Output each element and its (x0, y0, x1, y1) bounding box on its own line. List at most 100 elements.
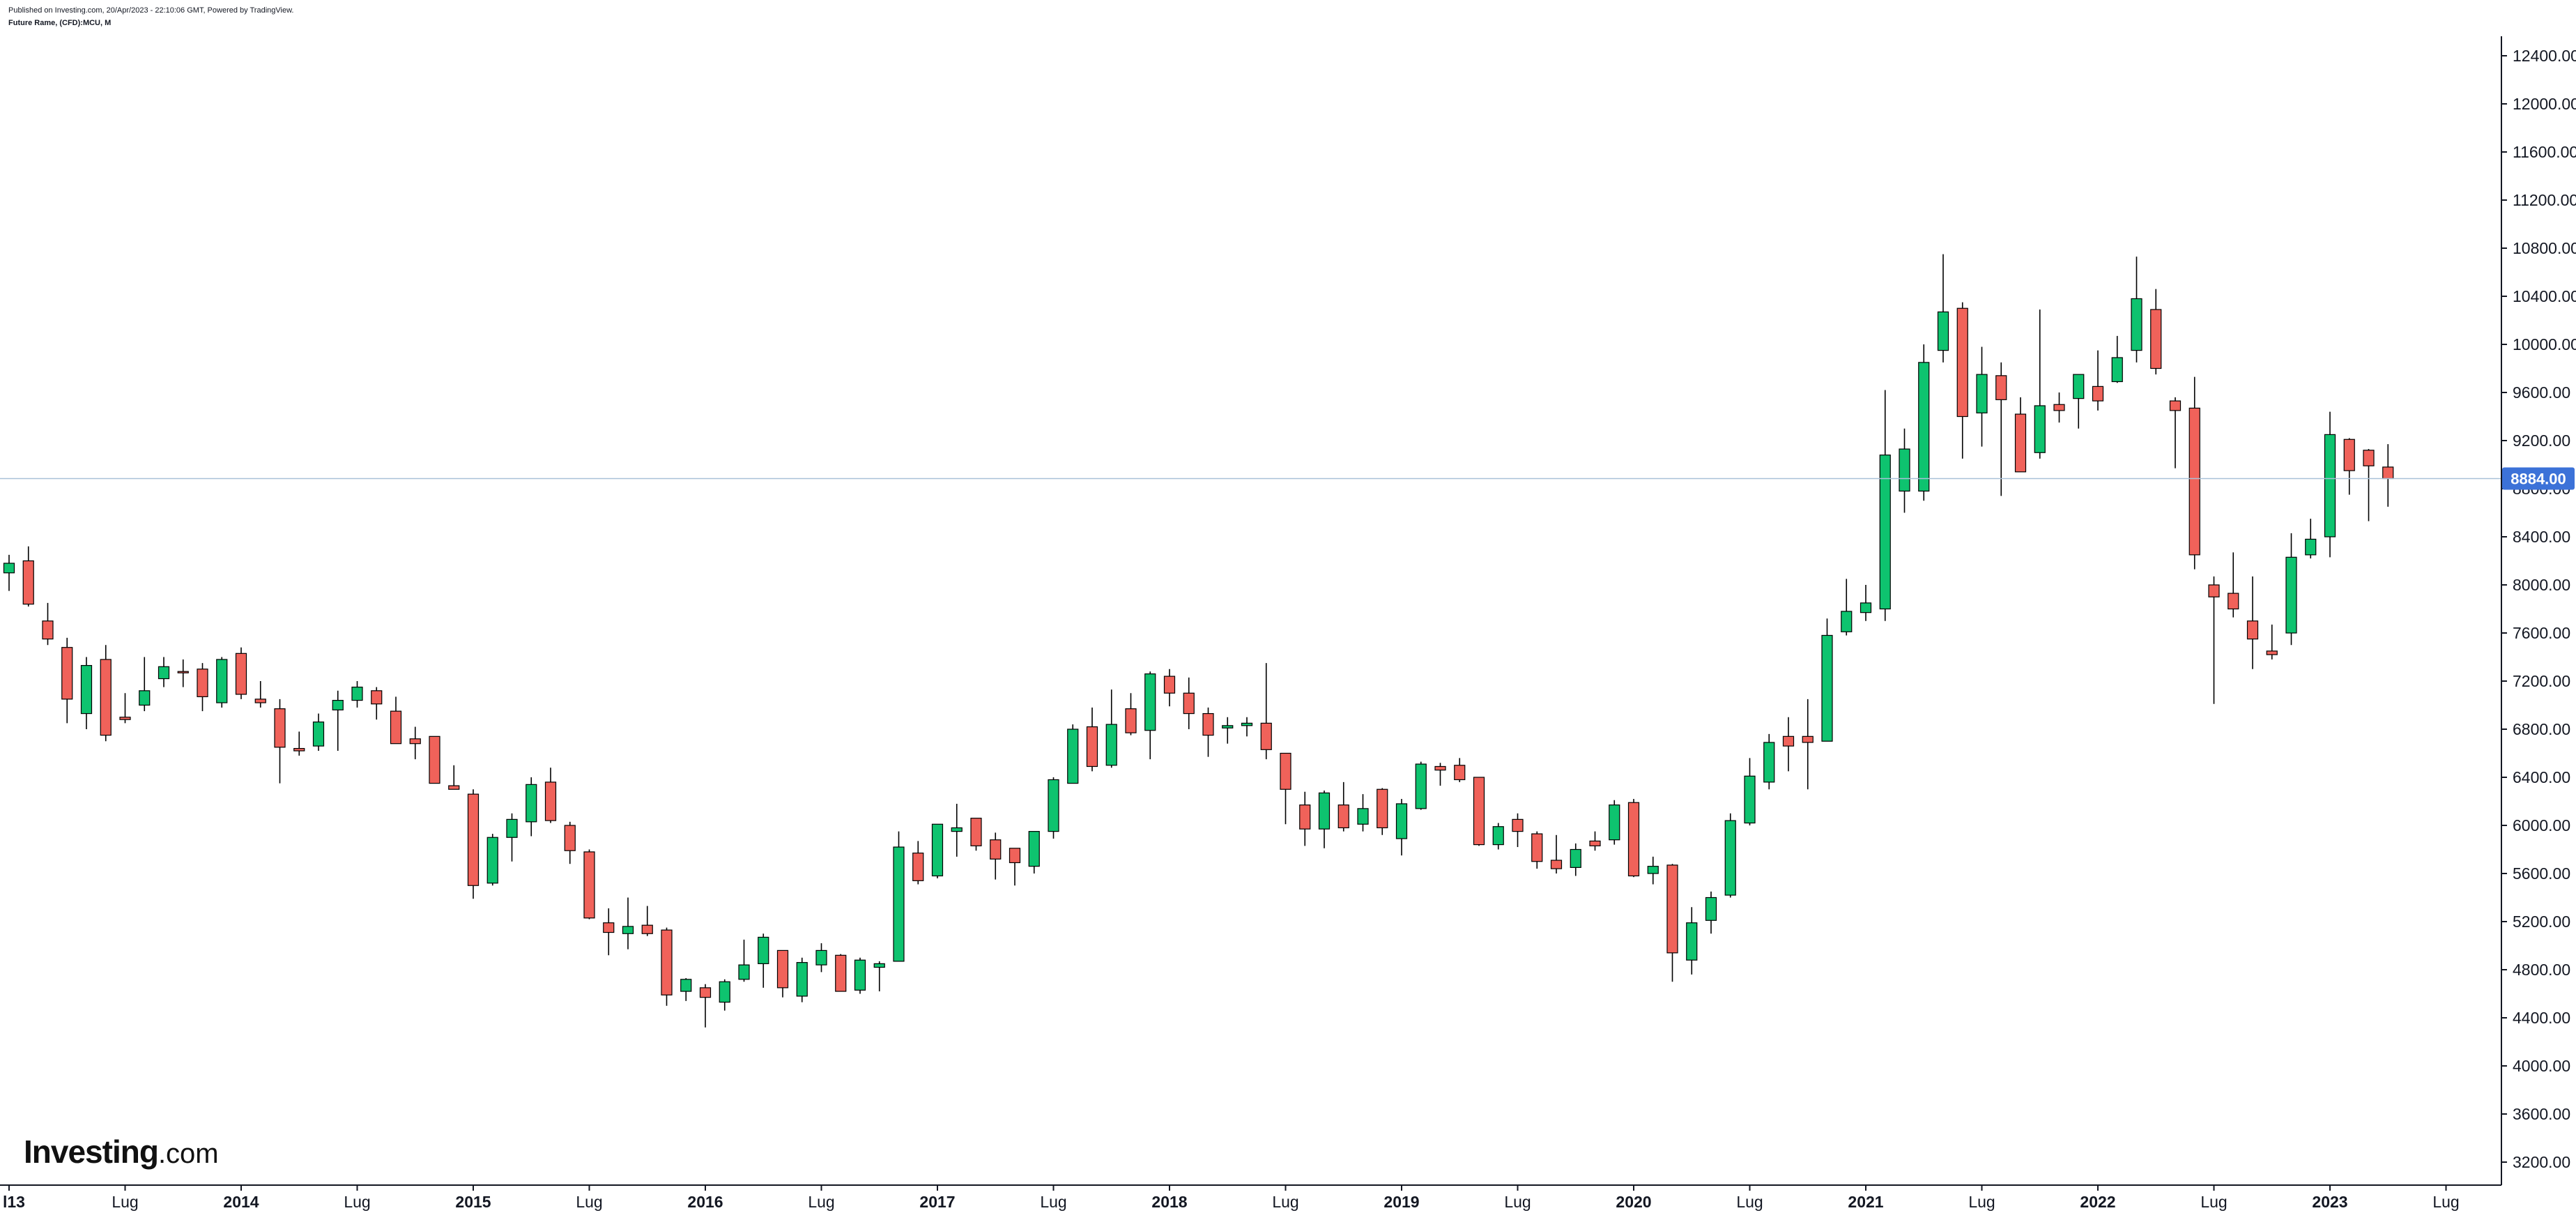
candle[interactable] (776, 949, 789, 998)
candle[interactable] (1202, 707, 1214, 757)
candle[interactable] (254, 681, 266, 708)
candle[interactable] (1860, 585, 1872, 621)
candle[interactable] (951, 803, 963, 857)
candle[interactable] (1531, 831, 1543, 869)
candle[interactable] (719, 979, 730, 1011)
candle[interactable] (1609, 800, 1620, 845)
candle[interactable] (1879, 390, 1891, 621)
candle[interactable] (990, 832, 1002, 880)
candle[interactable] (1589, 831, 1601, 851)
candle[interactable] (100, 645, 112, 742)
candle[interactable] (2053, 392, 2065, 423)
candle[interactable] (312, 713, 325, 752)
candle[interactable] (912, 841, 924, 885)
candle[interactable] (448, 765, 460, 790)
candle[interactable] (1163, 669, 1176, 707)
candle[interactable] (854, 957, 866, 994)
candle[interactable] (371, 687, 383, 720)
candle[interactable] (119, 693, 131, 724)
time-axis[interactable]: l13 Lug 2014 Lug 2015 Lug 2016 Lug 2017 Lug 2018 Lu… (3, 1185, 2460, 1211)
candle[interactable] (2343, 438, 2355, 495)
candle[interactable] (2014, 397, 2027, 473)
candle[interactable] (603, 908, 615, 956)
candle[interactable] (1802, 699, 1814, 790)
candle[interactable] (139, 657, 151, 712)
candle[interactable] (2363, 449, 2375, 521)
candle[interactable] (1937, 254, 1949, 363)
candle[interactable] (1763, 733, 1775, 790)
candle[interactable] (2092, 350, 2104, 411)
candle[interactable] (2169, 397, 2182, 468)
candle[interactable] (699, 984, 712, 1028)
candle[interactable] (1009, 848, 1021, 886)
candle[interactable] (1067, 724, 1079, 784)
candle[interactable] (216, 657, 228, 708)
candle[interactable] (1144, 671, 1156, 760)
candle[interactable] (1434, 763, 1446, 786)
candle[interactable] (409, 726, 421, 760)
candle[interactable] (197, 663, 208, 712)
candle[interactable] (815, 943, 827, 972)
candle[interactable] (235, 647, 247, 699)
candle[interactable] (1222, 717, 1234, 744)
candle[interactable] (390, 696, 402, 745)
candle[interactable] (758, 933, 769, 988)
candle[interactable] (2111, 335, 2123, 383)
candle[interactable] (1995, 362, 2007, 496)
candle[interactable] (1028, 831, 1040, 873)
candle[interactable] (1454, 758, 1466, 782)
candle[interactable] (1048, 777, 1059, 839)
candle[interactable] (429, 735, 440, 784)
candle[interactable] (1492, 823, 1504, 850)
candle[interactable] (332, 690, 344, 752)
candle[interactable] (1125, 693, 1137, 735)
candle[interactable] (796, 957, 808, 1002)
candle[interactable] (1299, 791, 1311, 846)
candle[interactable] (1550, 834, 1563, 873)
candle[interactable] (2382, 444, 2394, 507)
candle[interactable] (1918, 344, 1930, 501)
candle[interactable] (2228, 552, 2239, 618)
candle[interactable] (1821, 618, 1833, 742)
candle[interactable] (1183, 677, 1195, 729)
candle[interactable] (2034, 309, 2046, 459)
candle[interactable] (1280, 752, 1291, 825)
candle[interactable] (1337, 781, 1349, 832)
candle[interactable] (1260, 663, 1272, 760)
candle[interactable] (158, 657, 170, 687)
candle[interactable] (1782, 717, 1795, 772)
candle[interactable] (2246, 576, 2259, 669)
candle[interactable] (1899, 428, 1910, 513)
candle[interactable] (1318, 790, 1331, 848)
candle[interactable] (622, 897, 634, 949)
candle[interactable] (544, 768, 557, 823)
candle[interactable] (1473, 777, 1485, 846)
candle[interactable] (1686, 907, 1698, 975)
candle[interactable] (1647, 856, 1659, 885)
candle[interactable] (738, 939, 750, 982)
candle[interactable] (1415, 761, 1427, 810)
candle[interactable] (2150, 289, 2162, 375)
candle[interactable] (1841, 579, 1853, 636)
candle[interactable] (486, 834, 498, 886)
candle[interactable] (3, 554, 15, 591)
candle[interactable] (177, 659, 189, 687)
candle[interactable] (526, 777, 537, 837)
candle[interactable] (1105, 689, 1117, 768)
candle[interactable] (2208, 576, 2220, 704)
candle[interactable] (2324, 411, 2336, 558)
candle[interactable] (2188, 376, 2200, 570)
candle[interactable] (2131, 257, 2142, 363)
candle[interactable] (42, 602, 54, 646)
candle[interactable] (506, 813, 518, 862)
candle[interactable] (835, 954, 847, 992)
candle[interactable] (1357, 794, 1369, 832)
candle[interactable] (1666, 864, 1678, 982)
candle[interactable] (970, 818, 982, 851)
candle[interactable] (873, 961, 885, 992)
candle[interactable] (274, 699, 286, 784)
candle[interactable] (351, 681, 363, 708)
candle[interactable] (1744, 758, 1756, 825)
candle[interactable] (893, 831, 905, 962)
